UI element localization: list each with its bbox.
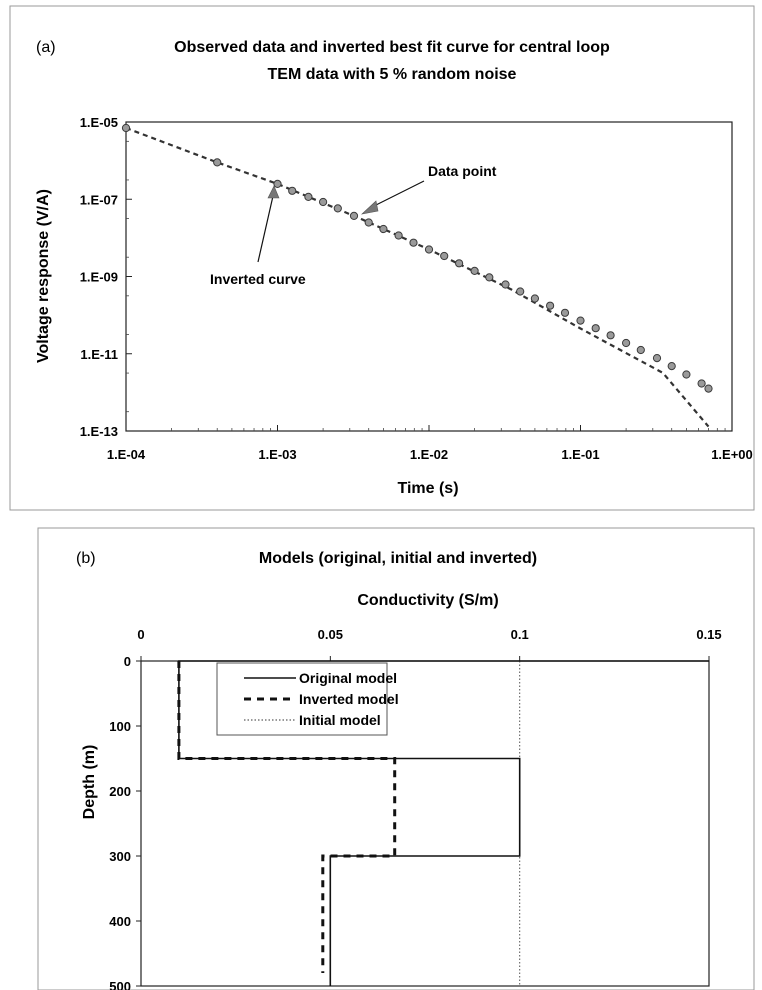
y-tick-label: 100 xyxy=(109,719,131,734)
panel-a-title-line2: TEM data with 5 % random noise xyxy=(268,66,517,83)
legend-label-original: Original model xyxy=(299,670,397,686)
y-tick-label: 1.E-09 xyxy=(80,270,118,285)
data-point xyxy=(704,384,713,393)
data-point xyxy=(516,287,525,296)
panel-b-x-axis: 0 0.05 0.1 0.15 xyxy=(137,627,722,661)
panel-b-series xyxy=(177,660,709,986)
data-point xyxy=(606,331,615,340)
y-tick-label: 1.E-13 xyxy=(80,424,118,439)
inverted-curve-arrowhead xyxy=(267,185,280,199)
x-tick-label: 1.E-01 xyxy=(561,447,599,462)
panel-a-x-axis: 1.E-04 1.E-03 1.E-02 1.E-01 1.E+00 xyxy=(107,425,753,462)
data-point xyxy=(501,280,510,289)
data-point xyxy=(576,316,585,325)
legend-label-inverted: Inverted model xyxy=(299,691,399,707)
panel-b-x-axis-title: Conductivity (S/m) xyxy=(357,592,498,609)
panel-a-x-axis-title: Time (s) xyxy=(397,480,458,497)
data-point-arrowhead xyxy=(361,200,379,215)
data-point xyxy=(636,345,645,355)
inverted-model-line xyxy=(177,661,397,973)
data-point xyxy=(409,238,418,247)
x-tick-label: 0.1 xyxy=(511,627,529,642)
panel-b: (b) Models (original, initial and invert… xyxy=(37,527,755,990)
data-point xyxy=(622,338,631,348)
data-point xyxy=(455,259,464,268)
panel-b-label: (b) xyxy=(76,550,96,567)
data-point xyxy=(213,158,222,167)
x-tick-label: 0.05 xyxy=(318,627,343,642)
data-point xyxy=(560,308,570,317)
data-point xyxy=(697,379,706,388)
data-point xyxy=(364,218,373,227)
inverted-curve-annotation: Inverted curve xyxy=(210,271,306,287)
panel-b-y-axis-title: Depth (m) xyxy=(81,745,98,820)
panel-b-frame xyxy=(37,527,755,990)
data-point xyxy=(530,294,540,303)
legend-label-initial: Initial model xyxy=(299,712,381,728)
data-point xyxy=(379,224,388,234)
data-point xyxy=(470,266,479,275)
x-tick-label: 1.E-03 xyxy=(258,447,296,462)
data-point xyxy=(394,231,403,240)
panel-a-frame xyxy=(9,5,755,511)
data-point xyxy=(485,273,494,282)
panel-a: (a) Observed data and inverted best fit … xyxy=(9,5,755,511)
y-tick-label: 300 xyxy=(109,849,131,864)
data-point xyxy=(304,192,313,201)
data-point xyxy=(288,186,297,195)
data-point-annotation: Data point xyxy=(428,163,497,179)
data-point-arrow-line xyxy=(369,180,425,209)
x-tick-label: 1.E-04 xyxy=(107,447,146,462)
y-tick-label: 400 xyxy=(109,914,131,929)
y-tick-label: 0 xyxy=(124,654,131,669)
y-tick-label: 200 xyxy=(109,784,131,799)
data-point xyxy=(440,251,449,261)
data-point xyxy=(349,211,359,220)
y-tick-label: 1.E-11 xyxy=(80,347,118,362)
data-point xyxy=(682,370,691,379)
data-point xyxy=(333,204,342,213)
data-point xyxy=(121,123,131,133)
x-tick-label: 1.E+00 xyxy=(711,447,753,462)
data-point xyxy=(424,245,434,254)
panel-a-title-line1: Observed data and inverted best fit curv… xyxy=(174,39,610,56)
panel-a-label: (a) xyxy=(36,39,56,56)
x-tick-label: 1.E-02 xyxy=(410,447,448,462)
panel-b-y-axis: 0 100 200 300 400 500 xyxy=(109,654,141,990)
data-point xyxy=(319,197,328,207)
x-tick-label: 0.15 xyxy=(696,627,721,642)
panel-b-legend: Original model Inverted model Initial mo… xyxy=(216,662,399,736)
y-tick-label: 500 xyxy=(109,979,131,990)
panel-a-y-axis-title: Voltage response (V/A) xyxy=(35,189,52,363)
panel-b-title: Models (original, initial and inverted) xyxy=(259,550,537,567)
panel-a-y-axis: 1.E-05 1.E-07 1.E-09 1.E-11 1.E-13 xyxy=(80,115,132,439)
data-point xyxy=(667,362,676,371)
data-point xyxy=(273,179,282,188)
y-tick-label: 1.E-07 xyxy=(80,192,118,207)
inverted-curve-arrow-line xyxy=(257,195,274,263)
data-point xyxy=(591,324,600,333)
data-point xyxy=(652,354,662,363)
data-point xyxy=(546,301,555,310)
x-tick-label: 0 xyxy=(137,627,144,642)
data-point-series xyxy=(121,123,713,393)
y-tick-label: 1.E-05 xyxy=(80,115,118,130)
